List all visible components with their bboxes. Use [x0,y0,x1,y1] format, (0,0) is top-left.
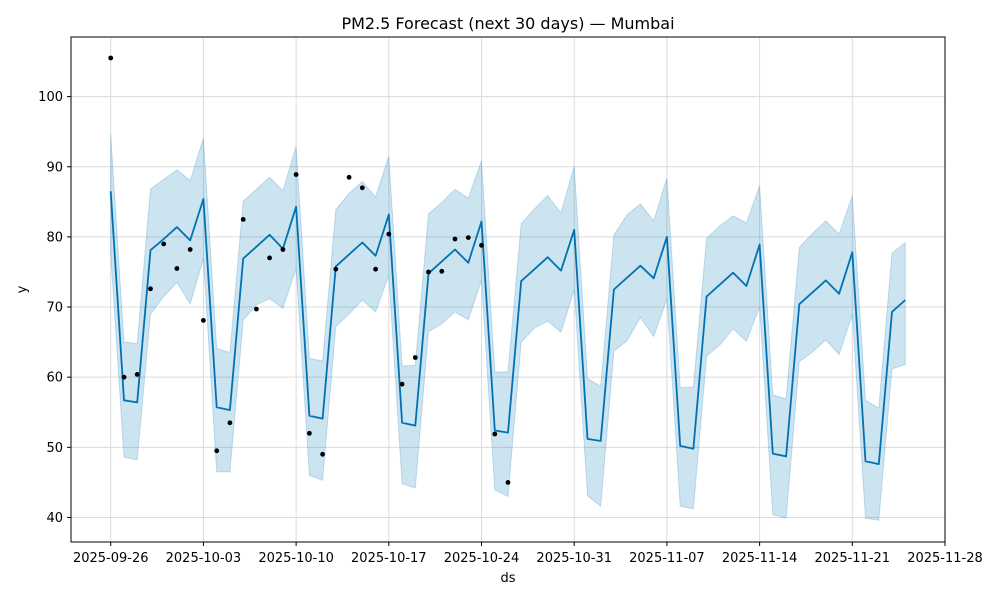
y-axis-label: y [15,285,30,293]
x-tick-label: 2025-10-03 [166,551,242,566]
observed-point [359,185,365,191]
y-tick-label: 40 [46,511,63,526]
observed-point [479,242,484,248]
observed-point [373,266,378,272]
observed-point [412,355,418,360]
observed-point [214,448,220,454]
observed-point [452,236,458,242]
observed-point [187,247,193,252]
observed-point [108,55,114,61]
observed-point [161,241,167,247]
x-tick-label: 2025-10-24 [444,551,520,566]
observed-point [254,306,259,312]
x-tick-label: 2025-11-14 [722,551,798,566]
observed-point [201,318,206,323]
x-axis-label: ds [500,571,515,586]
forecast-line-layer [109,191,906,466]
observed-point [307,430,312,436]
y-tick-label: 50 [46,441,63,456]
x-tick-label: 2025-11-21 [815,551,891,566]
x-tick-label: 2025-11-28 [907,551,983,566]
observed-point [386,231,392,237]
y-tick-label: 80 [46,230,63,245]
observed-point [280,247,286,252]
y-tick-label: 70 [46,301,63,316]
observed-point [505,480,511,485]
observed-point [399,381,405,387]
uncertainty-band [110,134,906,521]
observed-points-layer [108,55,511,485]
observed-point [227,420,233,426]
observed-point [174,266,180,271]
observed-point [465,235,471,241]
observed-point [148,286,153,292]
x-tick-label: 2025-10-10 [258,551,334,566]
observed-point [333,266,339,272]
x-tick-label: 2025-11-07 [629,551,705,566]
x-tick-label: 2025-10-17 [351,551,427,566]
observed-point [134,372,140,377]
chart-title: PM2.5 Forecast (next 30 days) — Mumbai [341,14,674,33]
observed-point [492,431,498,437]
x-tick-label: 2025-09-26 [73,551,149,566]
observed-point [293,172,299,177]
observed-point [320,451,325,457]
observed-point [439,268,445,274]
plot-area-frame [70,36,946,543]
y-axis-ticks: 40 50 60 70 80 90 100 [38,90,71,526]
y-tick-label: 90 [46,160,63,175]
x-axis-ticks: 2025-09-26 2025-10-03 2025-10-10 2025-10-17… [73,542,983,566]
y-tick-label: 60 [46,371,63,386]
y-tick-label: 100 [38,90,63,105]
observed-point [121,374,127,380]
uncertainty-band-layer [110,134,906,521]
observed-point [426,269,431,275]
observed-point [267,255,272,261]
observed-point [240,217,246,222]
forecast-line [109,191,906,466]
observed-point [346,174,352,180]
x-tick-label: 2025-10-31 [536,551,612,566]
